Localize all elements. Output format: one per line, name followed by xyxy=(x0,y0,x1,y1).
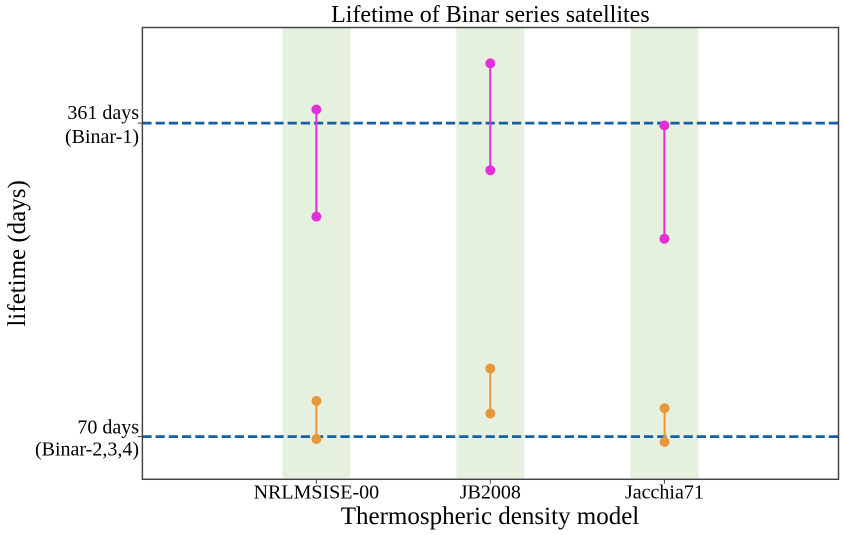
svg-text:Lifetime of Binar series satel: Lifetime of Binar series satellites xyxy=(331,2,650,28)
svg-text:Jacchia71: Jacchia71 xyxy=(625,482,704,504)
svg-text:JB2008: JB2008 xyxy=(460,482,521,504)
svg-text:NRLMSISE-00: NRLMSISE-00 xyxy=(254,482,380,504)
svg-text:lifetime (days): lifetime (days) xyxy=(4,180,31,326)
svg-text:Thermospheric density model: Thermospheric density model xyxy=(341,503,640,530)
svg-text:70 days: 70 days xyxy=(77,416,139,438)
svg-text:(Binar-1): (Binar-1) xyxy=(65,126,139,148)
svg-text:361 days: 361 days xyxy=(67,102,139,124)
svg-text:(Binar-2,3,4): (Binar-2,3,4) xyxy=(35,438,139,460)
